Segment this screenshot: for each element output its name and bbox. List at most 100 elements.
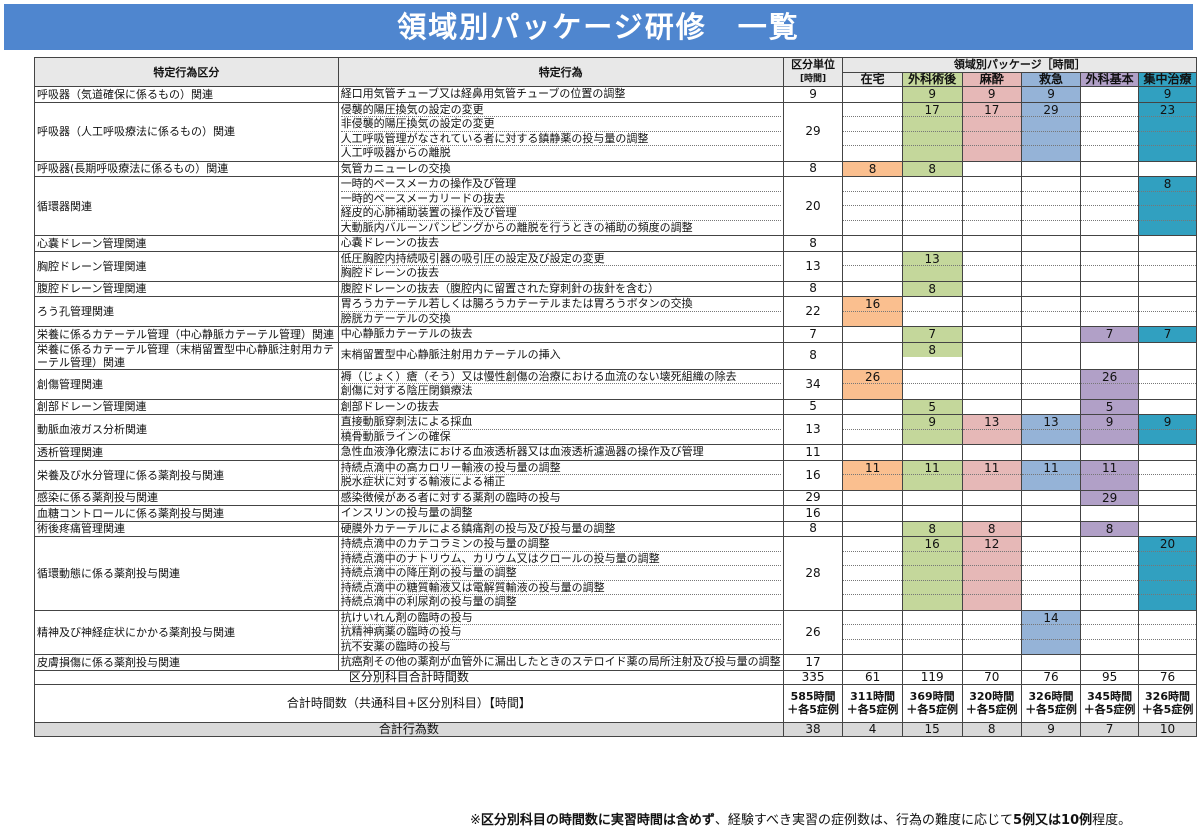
- package-cell: [1138, 250, 1197, 282]
- action-item: 褥（じょく）瘡（そう）又は慢性創傷の治療における血流のない壊死組織の除去: [340, 370, 781, 384]
- category-cell: 透析管理関連: [34, 444, 339, 461]
- table-row: 創部ドレーン管理関連 創部ドレーンの抜去 5 5 5: [34, 398, 1197, 415]
- package-cell: [961, 176, 1022, 236]
- unit-cell: 9: [782, 86, 844, 103]
- package-cell: [901, 235, 963, 252]
- package-cell: [901, 296, 963, 327]
- unit-cell: 8: [782, 341, 844, 370]
- summary-value: 326時間＋各5症例: [1020, 683, 1082, 723]
- package-cell: 20: [1138, 536, 1197, 611]
- table-row: 循環動態に係る薬剤投与関連 持続点滴中のカテコラミンの投与量の調整 持続点滴中のナト…: [34, 536, 1197, 611]
- package-cell: [1138, 654, 1197, 671]
- package-cell: 29: [1020, 101, 1082, 162]
- package-cell: 11: [1020, 459, 1082, 491]
- package-cell: [1138, 368, 1197, 400]
- summary-label: 合計時間数（共通科目+区分別科目）【時間】: [34, 683, 784, 723]
- package-cell: 16: [901, 536, 963, 611]
- table-row: ろう孔管理関連 胃ろうカテーテル若しくは腸ろうカテーテルまたは胃ろうボタンの交換膀…: [34, 296, 1197, 327]
- action-item: 侵襲的陽圧換気の設定の変更: [340, 103, 781, 117]
- action-cell: 中心静脈カテーテルの抜去: [337, 326, 784, 343]
- package-cell: [961, 280, 1022, 297]
- package-cell: [1020, 250, 1082, 282]
- page-title: 領域別パッケージ研修 一覧: [4, 4, 1193, 50]
- table-row: 透析管理関連 急性血液浄化療法における血液透析器又は血液透析濾過器の操作及び管理 1…: [34, 444, 1197, 461]
- unit-cell: 13: [782, 414, 844, 445]
- category-cell: 栄養に係るカテーテル管理（中心静脈カテーテル管理）関連: [34, 326, 339, 343]
- action-cell: 急性血液浄化療法における血液透析器又は血液透析濾過器の操作及び管理: [337, 444, 784, 461]
- package-cell: [1138, 444, 1197, 461]
- package-cell: 8: [961, 520, 1022, 537]
- unit-cell: 8: [782, 280, 844, 297]
- action-item: 非侵襲的陽圧換気の設定の変更: [340, 117, 781, 132]
- package-cell: [1080, 444, 1140, 461]
- package-cell: [961, 609, 1022, 655]
- action-item: 急性血液浄化療法における血液透析器又は血液透析濾過器の操作及び管理: [340, 445, 704, 458]
- action-item: 硬膜外カテーテルによる鎮痛剤の投与及び投与量の調整: [340, 521, 616, 535]
- table-row: 皮膚損傷に係る薬剤投与関連 抗癌剤その他の薬剤が血管外に漏出したときのステロイド薬…: [34, 654, 1197, 671]
- package-cell: [842, 86, 903, 103]
- unit-cell: 8: [782, 235, 844, 252]
- package-cell: 8: [842, 160, 903, 177]
- package-cell: [842, 505, 903, 522]
- action-item: 抗癌剤その他の薬剤が血管外に漏出したときのステロイド薬の局所注射及び投与量の調整: [340, 655, 781, 668]
- package-cell: [1020, 520, 1082, 537]
- action-item: 気管カニューレの交換: [340, 161, 451, 175]
- package-cell: 9: [901, 86, 963, 103]
- package-cell: [1138, 160, 1197, 177]
- header-package-group: 領域別パッケージ［時間］: [842, 57, 1197, 73]
- package-cell: [1080, 536, 1140, 611]
- package-cell: [901, 368, 963, 400]
- header-action: 特定行為: [337, 57, 784, 87]
- package-cell: [842, 536, 903, 611]
- action-cell: 硬膜外カテーテルによる鎮痛剤の投与及び投与量の調整: [337, 520, 784, 537]
- summary-value: 326時間＋各5症例: [1138, 683, 1197, 723]
- action-item: 持続点滴中のカテコラミンの投与量の調整: [340, 537, 781, 552]
- package-cell: [1020, 341, 1082, 370]
- package-cell: 13: [961, 414, 1022, 445]
- package-cell: 29: [1080, 489, 1140, 506]
- package-cell: 9: [1080, 414, 1140, 445]
- package-cell: [961, 444, 1022, 461]
- action-item: 一時的ペースメーカの操作及び管理: [340, 178, 781, 192]
- action-item: 感染徴候がある者に対する薬剤の臨時の投与: [340, 490, 561, 504]
- package-cell: [961, 398, 1022, 415]
- summary-value: 10: [1138, 721, 1197, 737]
- action-cell: 創部ドレーンの抜去: [337, 398, 784, 415]
- category-cell: 栄養及び水分管理に係る薬剤投与関連: [34, 459, 339, 491]
- footnote: ※区分別科目の時間数に実習時間は含めず、経験すべき実習の症例数は、行為の難度に応…: [470, 813, 1132, 828]
- package-cell: [901, 444, 963, 461]
- package-cell: 7: [1138, 326, 1197, 343]
- header-category: 特定行為区分: [34, 57, 339, 87]
- action-cell: 褥（じょく）瘡（そう）又は慢性創傷の治療における血流のない壊死組織の除去 創傷に対…: [337, 368, 784, 400]
- summary-value: 335: [782, 669, 844, 685]
- package-cell: [1020, 176, 1082, 236]
- package-cell: [1020, 160, 1082, 177]
- action-item: 経口用気管チューブ又は経鼻用気管チューブの位置の調整: [340, 87, 626, 100]
- action-item: インスリンの投与量の調整: [340, 506, 473, 519]
- package-cell: [1138, 505, 1197, 522]
- category-cell: 循環動態に係る薬剤投与関連: [34, 536, 339, 611]
- package-cell: [961, 505, 1022, 522]
- unit-cell: 17: [782, 654, 844, 671]
- category-cell: 呼吸器(長期呼吸療法に係るもの）関連: [34, 160, 339, 177]
- package-cell: [1138, 459, 1197, 491]
- summary-value: 95: [1080, 669, 1140, 685]
- action-item: 直接動脈穿刺法による採血: [340, 416, 781, 430]
- table-row: 呼吸器（人工呼吸療法に係るもの）関連 侵襲的陽圧換気の設定の変更 非侵襲的陽圧換気の…: [34, 101, 1197, 162]
- package-cell: [842, 520, 903, 537]
- package-cell: [961, 250, 1022, 282]
- package-cell: [1138, 296, 1197, 327]
- package-cell: [842, 326, 903, 343]
- package-cell: [1020, 326, 1082, 343]
- package-header: 集中治療: [1138, 71, 1197, 87]
- category-cell: ろう孔管理関連: [34, 296, 339, 327]
- package-cell: 9: [1138, 86, 1197, 103]
- action-cell: 胃ろうカテーテル若しくは腸ろうカテーテルまたは胃ろうボタンの交換 膀胱カテーテルの…: [337, 296, 784, 327]
- package-cell: [1138, 520, 1197, 537]
- summary-value: 345時間＋各5症例: [1080, 683, 1140, 723]
- package-cell: 11: [961, 459, 1022, 491]
- table-row: 栄養に係るカテーテル管理（末梢留置型中心静脈注射用カテーテル管理）関連 末梢留置型…: [34, 341, 1197, 370]
- summary-label: 合計行為数: [34, 721, 784, 737]
- category-cell: 呼吸器（気道確保に係るもの）関連: [34, 86, 339, 103]
- package-cell: 11: [1080, 459, 1140, 491]
